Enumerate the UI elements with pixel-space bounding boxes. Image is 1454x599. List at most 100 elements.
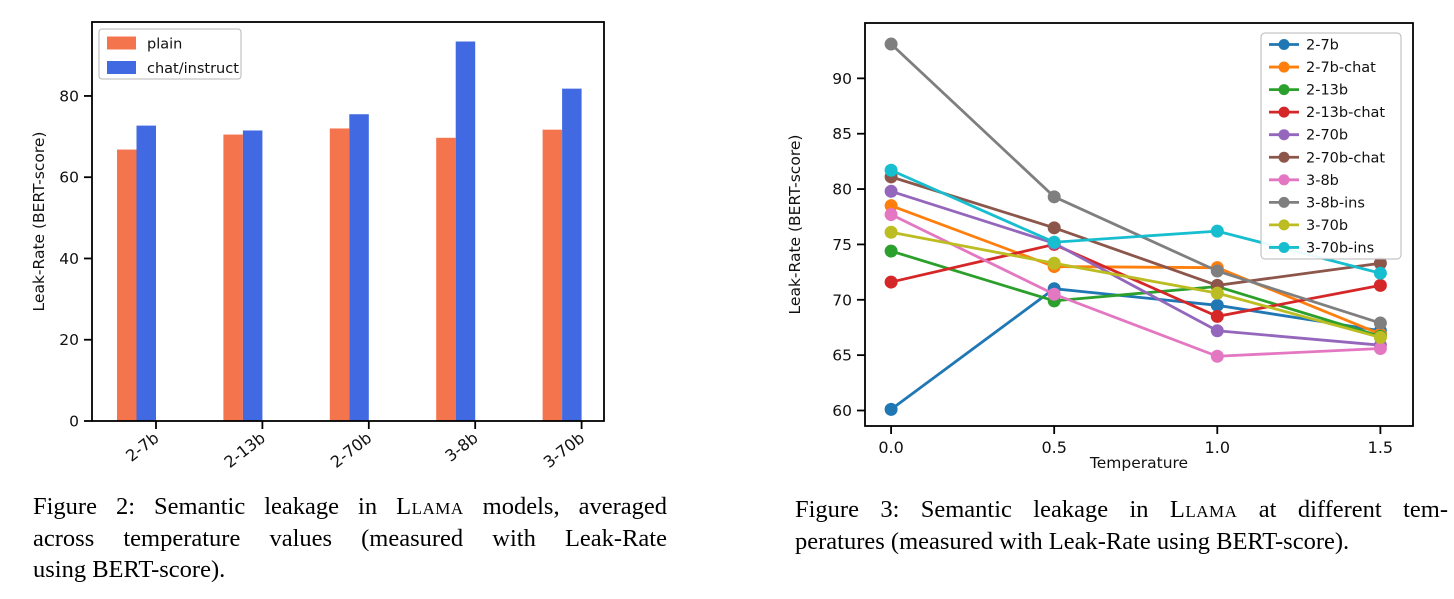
y-tick-label: 80 xyxy=(59,87,79,105)
figure-2: 0 20 40 60 80 Leak-Rate (BERT-score) 2-7b 2-13b… xyxy=(0,0,700,599)
point-3-8b-1 xyxy=(1210,349,1224,363)
point-3-70b-ins-1 xyxy=(1210,224,1224,238)
y-tick-label: 90 xyxy=(832,70,852,88)
bar-chat-3-70b xyxy=(562,88,582,421)
point-3-8b-ins-1.5 xyxy=(1373,316,1387,330)
y-tick-label: 70 xyxy=(832,291,852,309)
figure2-caption-line1: Figure 2: Semantic leakage in Llama mode… xyxy=(33,491,667,523)
point-3-70b-0 xyxy=(884,225,898,239)
legend-marker-2-7b-chat xyxy=(1278,61,1290,73)
bar-plain-2-7b xyxy=(117,149,137,421)
bar-plain-3-8b xyxy=(436,137,456,422)
point-3-8b-0 xyxy=(884,208,898,222)
bar-chat-2-7b xyxy=(136,125,156,421)
legend-label: 3-70b xyxy=(1306,218,1348,234)
bar-plain-3-70b xyxy=(542,129,563,422)
y-tick-label: 75 xyxy=(832,236,852,254)
figure2-bar-chart: 0 20 40 60 80 Leak-Rate (BERT-score) 2-7b 2-13b… xyxy=(30,21,605,472)
y-tick-label: 60 xyxy=(59,169,79,187)
legend: plain chat/instruct xyxy=(98,28,242,80)
legend-marker-2-13b-chat xyxy=(1278,106,1290,118)
point-2-70b-0 xyxy=(884,184,898,198)
figure3-caption: Figure 3: Semantic leakage in Llama at d… xyxy=(795,494,1448,557)
point-2-7b-0 xyxy=(884,402,898,416)
legend-marker-2-7b xyxy=(1278,39,1290,50)
bar-plain-2-13b xyxy=(223,134,243,421)
x-tick-label: 0.5 xyxy=(1041,438,1066,457)
x-tick-label: 0.0 xyxy=(878,438,903,457)
plot-frame xyxy=(91,21,605,422)
y-tick-label: 0 xyxy=(69,413,79,431)
x-tick-label: 1.5 xyxy=(1368,438,1393,457)
legend-label: chat/instruct xyxy=(147,61,239,77)
y-tick-label: 40 xyxy=(59,250,79,268)
bar-chat-3-8b xyxy=(455,41,476,422)
point-3-8b-ins-0 xyxy=(884,37,898,51)
legend-label: 2-7b xyxy=(1306,38,1339,54)
legend-swatch-chat/instruct xyxy=(107,61,136,74)
figure2-caption-line3: using BERT-score). xyxy=(33,556,226,583)
caption-smallcaps-llama: Llama xyxy=(1169,496,1238,523)
point-3-70b-1.5 xyxy=(1373,330,1387,344)
y-axis-label: Leak-Rate (BERT-score) xyxy=(30,132,48,312)
y-tick-label: 80 xyxy=(832,181,852,199)
point-2-70b-chat-0.5 xyxy=(1047,221,1061,235)
caption-text: at different tem- xyxy=(1237,496,1448,523)
point-2-13b-chat-0 xyxy=(884,275,898,289)
x-axis-label: Temperature xyxy=(1089,454,1188,472)
x-axis: 2-7b 2-13b 2-70b 3-8b 3-70b xyxy=(122,421,588,472)
legend-marker-3-70b xyxy=(1278,219,1290,231)
point-2-13b-0 xyxy=(884,244,898,258)
series-3-70b xyxy=(884,225,1387,344)
y-axis: 0 20 40 60 80 xyxy=(59,87,92,431)
legend-marker-2-70b-chat xyxy=(1278,151,1290,163)
legend-marker-3-8b xyxy=(1278,174,1290,186)
y-tick-label: 65 xyxy=(832,347,852,365)
point-3-70b-ins-0 xyxy=(884,163,898,177)
point-3-70b-ins-1.5 xyxy=(1373,266,1387,280)
bar-chat-2-13b xyxy=(242,130,263,421)
figure-3: 60 65 70 75 80 85 90 Leak-Rate (BERT-score) 0.0 0… xyxy=(700,0,1454,599)
figure2-caption: Figure 2: Semantic leakage in Llama mode… xyxy=(33,491,667,586)
bars xyxy=(117,41,582,422)
y-tick-label: 60 xyxy=(832,402,852,420)
caption-text: Figure 3: Semantic leakage in xyxy=(795,496,1170,523)
legend-label: 3-8b xyxy=(1306,173,1339,189)
x-tick-label: 2-7b xyxy=(122,428,162,465)
x-axis: 0.0 0.5 1.0 1.5 xyxy=(878,426,1393,457)
point-2-7b-1 xyxy=(1210,298,1224,312)
point-2-70b-chat-1.5 xyxy=(1373,256,1387,270)
legend-label: 3-8b-ins xyxy=(1306,195,1365,211)
point-3-8b-ins-0.5 xyxy=(1047,190,1061,204)
series-3-8b xyxy=(884,208,1387,363)
x-tick-label: 2-70b xyxy=(327,428,375,472)
point-3-70b-0.5 xyxy=(1047,256,1061,270)
caption-smallcaps-llama: Llama xyxy=(396,493,464,520)
x-tick-label: 3-70b xyxy=(540,428,588,472)
point-2-70b-1 xyxy=(1210,324,1224,338)
legend-label: 2-13b-chat xyxy=(1306,105,1385,121)
x-tick-label: 1.0 xyxy=(1205,438,1230,457)
legend-label: 2-70b xyxy=(1306,128,1348,144)
point-2-13b-chat-1.5 xyxy=(1373,278,1387,292)
legend: 2-7b 2-7b-chat 2-13b 2-13b-chat 2-70b 2-70b-c… xyxy=(1260,32,1402,260)
figure3-caption-line2: peratures (measured with Leak-Rate using… xyxy=(795,527,1350,555)
series-3-8b-ins xyxy=(884,37,1387,330)
legend-label: 2-13b xyxy=(1306,83,1348,99)
legend-label: 2-70b-chat xyxy=(1306,150,1385,166)
point-3-8b-1.5 xyxy=(1373,342,1387,355)
figure3-caption-line1: Figure 3: Semantic leakage in Llama at d… xyxy=(795,494,1448,526)
caption-text: models, averaged xyxy=(463,493,667,520)
point-3-8b-ins-1 xyxy=(1210,264,1224,278)
caption-text: Figure 2: Semantic leakage in xyxy=(33,493,397,520)
bar-plain-2-70b xyxy=(329,128,350,422)
series xyxy=(884,37,1387,416)
plot-frame xyxy=(864,22,1414,427)
legend-marker-2-70b xyxy=(1278,129,1290,141)
figure2-caption-line2: across temperature values (measured with… xyxy=(33,524,667,552)
x-tick-label: 2-13b xyxy=(221,428,269,472)
point-3-70b-1 xyxy=(1210,286,1224,300)
